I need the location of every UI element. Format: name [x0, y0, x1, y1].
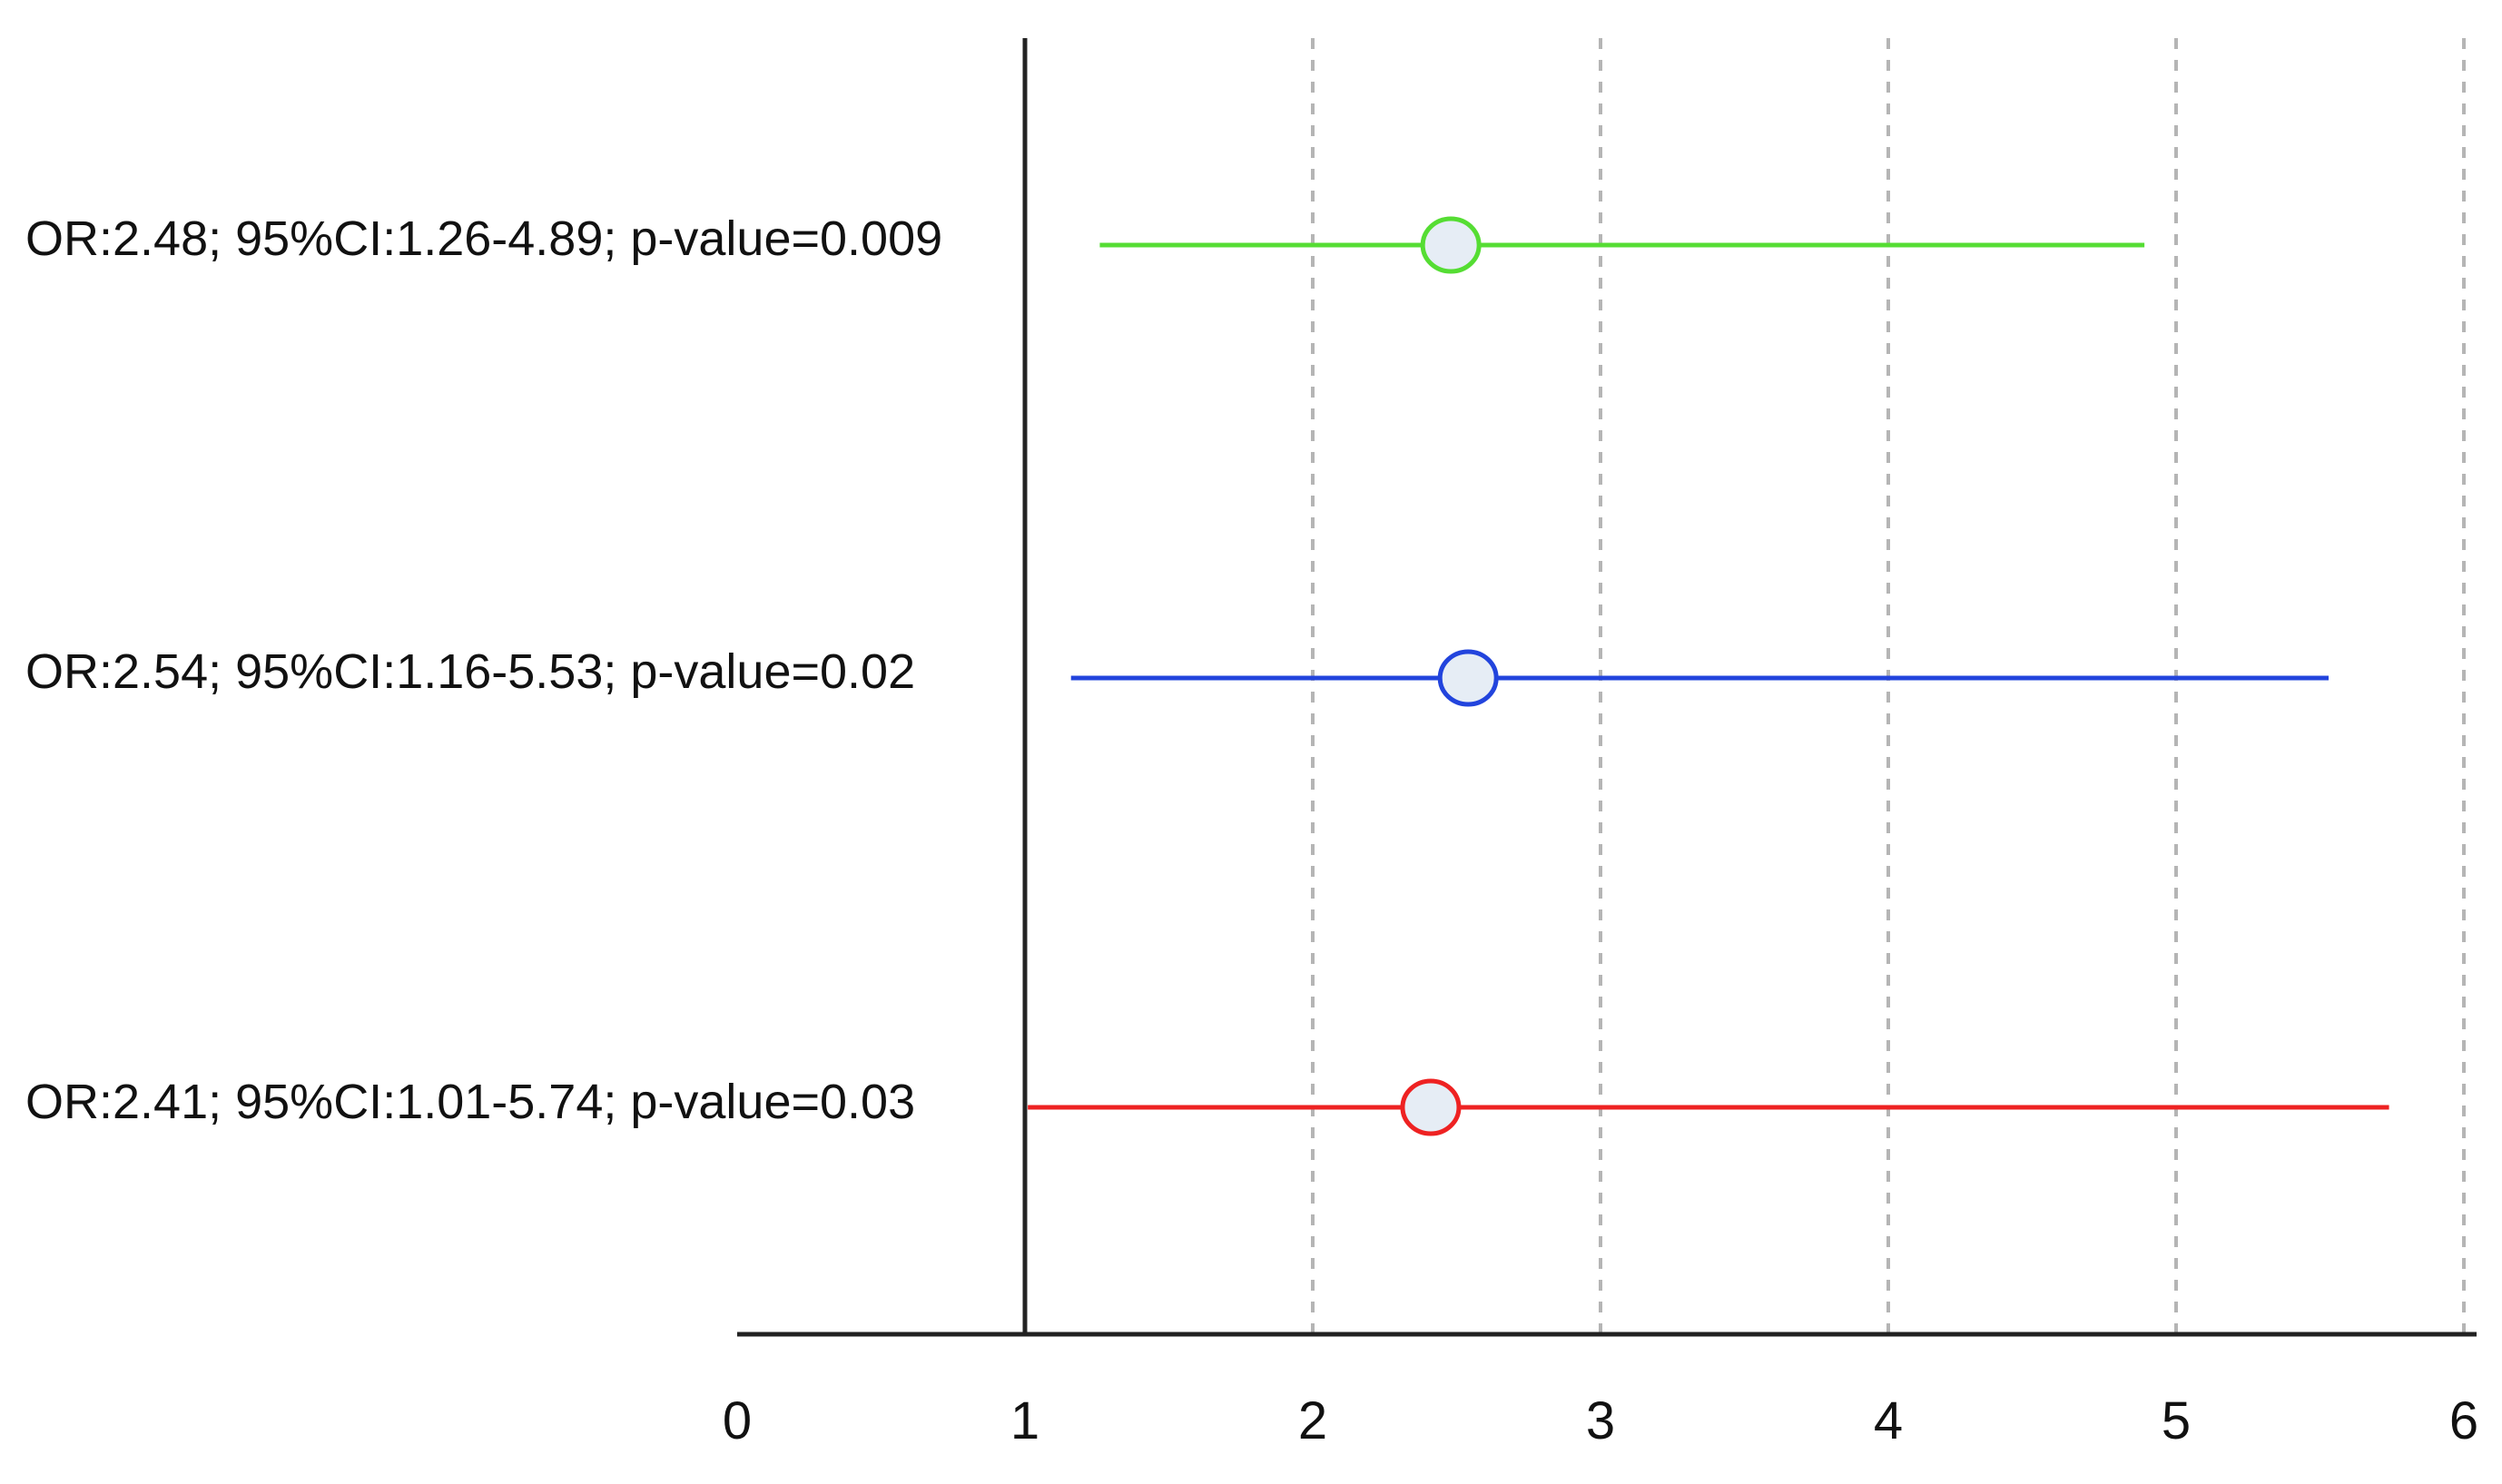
row-label-3: OR:2.41; 95%CI:1.01-5.74; p-value=0.03	[25, 1075, 916, 1129]
series	[1028, 216, 2389, 1136]
x-tick-label-2: 2	[1298, 1391, 1327, 1450]
x-tick-label-4: 4	[1874, 1391, 1903, 1450]
row-label-1: OR:2.48; 95%CI:1.26-4.89; p-value=0.009	[25, 211, 943, 266]
or-marker-3	[1400, 1078, 1462, 1136]
row-label-2: OR:2.54; 95%CI:1.16-5.53; p-value=0.02	[25, 644, 916, 699]
x-tick-label-5: 5	[2162, 1391, 2191, 1450]
x-tick-label-0: 0	[723, 1391, 752, 1450]
x-tick-labels: 0 1 2 3 4 5 6	[723, 1391, 2478, 1450]
x-tick-label-6: 6	[2449, 1391, 2478, 1450]
or-marker-1	[1420, 216, 1482, 274]
x-tick-label-3: 3	[1586, 1391, 1615, 1450]
x-tick-label-1: 1	[1010, 1391, 1039, 1450]
or-marker-2	[1437, 649, 1499, 707]
axes	[737, 38, 2477, 1337]
